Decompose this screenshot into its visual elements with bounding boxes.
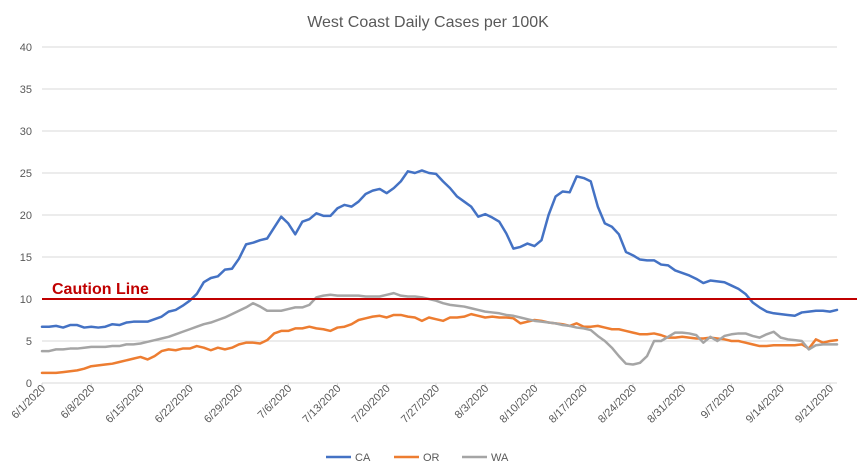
y-tick-label: 35 — [20, 84, 32, 96]
x-tick-label: 7/27/2020 — [399, 383, 442, 426]
legend-label-or: OR — [423, 452, 440, 464]
x-tick-label: 6/15/2020 — [104, 383, 147, 426]
legend: CA OR WA — [326, 452, 509, 464]
x-tick-label: 8/10/2020 — [498, 383, 541, 426]
y-tick-label: 0 — [26, 378, 32, 390]
x-axis-tick-labels: 6/1/2020 6/8/2020 6/15/2020 6/22/2020 6/29/2… — [9, 383, 836, 426]
y-tick-label: 5 — [26, 336, 32, 348]
legend-label-wa: WA — [491, 452, 509, 464]
y-tick-label: 40 — [20, 42, 32, 54]
x-tick-label: 9/21/2020 — [793, 383, 836, 426]
series-lines — [40, 169, 839, 375]
x-tick-label: 8/17/2020 — [547, 383, 590, 426]
x-tick-label: 8/31/2020 — [645, 383, 688, 426]
series-line-ca — [40, 169, 839, 329]
y-tick-label: 25 — [20, 168, 32, 180]
x-tick-label: 8/3/2020 — [453, 383, 492, 422]
series-line-or — [40, 312, 839, 375]
x-tick-label: 7/20/2020 — [350, 383, 393, 426]
x-tick-label: 9/14/2020 — [744, 383, 787, 426]
legend-label-ca: CA — [355, 452, 371, 464]
series-line-wa — [40, 291, 839, 366]
x-tick-label: 7/6/2020 — [256, 383, 295, 422]
caution-annotation: Caution Line — [42, 281, 857, 300]
x-tick-label: 6/29/2020 — [202, 383, 245, 426]
x-tick-label: 6/22/2020 — [153, 383, 196, 426]
y-tick-label: 10 — [20, 294, 32, 306]
gridlines — [42, 46, 837, 342]
y-tick-label: 30 — [20, 126, 32, 138]
x-tick-label: 9/7/2020 — [699, 383, 738, 422]
y-tick-label: 20 — [20, 210, 32, 222]
caution-line-label: Caution Line — [52, 281, 149, 298]
x-tick-label: 8/24/2020 — [596, 383, 639, 426]
y-axis-tick-labels: 0 5 10 15 20 25 30 35 40 — [20, 42, 32, 390]
x-tick-label: 7/13/2020 — [301, 383, 344, 426]
chart-title: West Coast Daily Cases per 100K — [307, 14, 549, 31]
y-tick-label: 15 — [20, 252, 32, 264]
x-tick-label: 6/8/2020 — [59, 383, 98, 422]
